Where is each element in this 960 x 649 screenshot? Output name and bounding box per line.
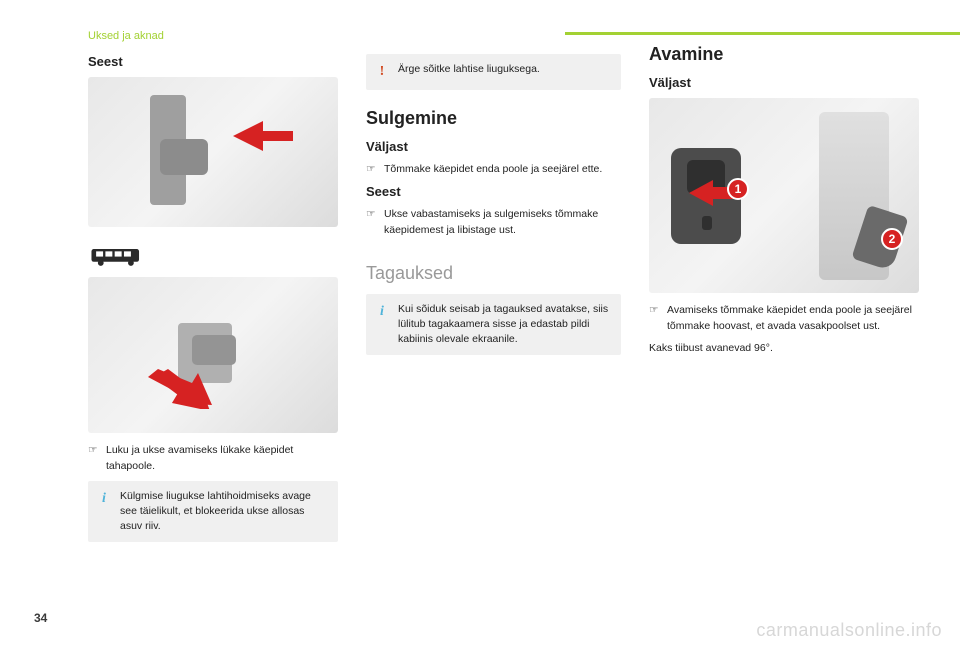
bullet-icon: ☞: [649, 303, 659, 335]
info-icon: i: [374, 302, 390, 348]
accent-bar: [565, 32, 960, 35]
info-text: Külgmise liugukse lahtihoidmiseks avage …: [120, 489, 328, 535]
watermark: carmanualsonline.info: [756, 620, 942, 641]
heading-seest-1: Seest: [88, 54, 338, 69]
figure-rear-door-handle: 1 2: [649, 98, 919, 293]
column-2: ! Ärge sõitke lahtise liuguksega. Sulgem…: [366, 30, 621, 556]
bullet-icon: ☞: [366, 207, 376, 239]
note-col3: Kaks tiibust avanevad 96°.: [649, 341, 919, 357]
arrow-red-icon: [148, 369, 218, 409]
bullet-col2-valjast: ☞ Tõmmake käepidet enda poole ja seejäre…: [366, 162, 621, 178]
bullet-text: Avamiseks tõmmake käepidet enda poole ja…: [667, 303, 919, 335]
bullet-text: Tõmmake käepidet enda poole ja seejärel …: [384, 162, 602, 178]
arrow-red-icon: [233, 121, 293, 151]
heading-valjast-3: Väljast: [649, 75, 919, 90]
heading-avamine: Avamine: [649, 44, 919, 65]
column-1: Uksed ja aknad Seest: [88, 30, 338, 556]
bullet-col2-seest: ☞ Ukse vabastamiseks ja sulgemiseks tõmm…: [366, 207, 621, 239]
column-3: Avamine Väljast 1 2 ☞ Avamiseks tõmmake …: [649, 30, 919, 556]
info-callout-col2: i Kui sõiduk seisab ja tagauksed avataks…: [366, 294, 621, 356]
warn-text: Ärge sõitke lahtise liuguksega.: [398, 62, 540, 82]
page-content: Uksed ja aknad Seest: [0, 0, 960, 556]
figure-inside-handle-bottom: [88, 277, 338, 433]
warn-callout: ! Ärge sõitke lahtise liuguksega.: [366, 54, 621, 90]
heading-valjast-2: Väljast: [366, 139, 621, 154]
callout-number-2: 2: [881, 228, 903, 250]
bullet-text: Luku ja ukse avamiseks lükake käepidet t…: [106, 443, 338, 475]
heading-seest-2: Seest: [366, 184, 621, 199]
page-number: 34: [34, 611, 47, 625]
info-callout-col1: i Külgmise liugukse lahtihoidmiseks avag…: [88, 481, 338, 543]
figure-inside-handle-top: [88, 77, 338, 227]
bullet-icon: ☞: [366, 162, 376, 178]
bullet-icon: ☞: [88, 443, 98, 475]
heading-tagauksed: Tagauksed: [366, 263, 621, 284]
heading-sulgemine: Sulgemine: [366, 108, 621, 129]
bullet-col1: ☞ Luku ja ukse avamiseks lükake käepidet…: [88, 443, 338, 475]
van-icon: [88, 243, 146, 269]
info-text: Kui sõiduk seisab ja tagauksed avatakse,…: [398, 302, 611, 348]
breadcrumb: Uksed ja aknad: [88, 30, 338, 42]
warn-icon: !: [374, 62, 390, 82]
bullet-text: Ukse vabastamiseks ja sulgemiseks tõmmak…: [384, 207, 621, 239]
callout-number-1: 1: [727, 178, 749, 200]
bullet-col3: ☞ Avamiseks tõmmake käepidet enda poole …: [649, 303, 919, 335]
info-icon: i: [96, 489, 112, 535]
